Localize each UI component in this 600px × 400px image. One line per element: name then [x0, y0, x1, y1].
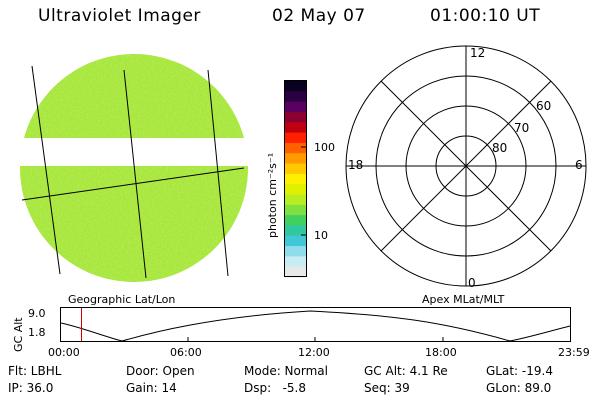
info-dsp: Dsp: -5.8	[244, 381, 307, 395]
colorbar	[284, 80, 307, 278]
altitude-xtick-0000: 00:00	[48, 346, 80, 359]
colorbar-cell	[285, 122, 306, 134]
header-time: 01:00:10 UT	[430, 6, 541, 26]
app-title: Ultraviolet Imager	[38, 6, 201, 26]
colorbar-cell	[285, 142, 306, 154]
info-gain: Gain: 14	[126, 381, 177, 395]
polar-diagonal-2	[380, 80, 552, 252]
colorbar-tick-10: 10	[314, 229, 328, 242]
info-door: Door: Open	[126, 364, 195, 378]
info-geo-latitude: GLat: -19.4	[486, 364, 553, 378]
mlt-label-bottom: 0	[468, 276, 476, 288]
colorbar-cell	[285, 163, 306, 175]
info-sequence: Seq: 39	[364, 381, 410, 395]
geographic-label: Geographic Lat/Lon	[68, 293, 176, 306]
lat-label-60: 60	[536, 99, 551, 113]
altitude-xtick-1800: 18:00	[425, 346, 457, 359]
mlt-label-right: 6	[575, 158, 583, 172]
altitude-xtick-2359: 23:59	[558, 346, 590, 359]
colorbar-cell	[285, 91, 306, 103]
colorbar-cell	[285, 225, 306, 237]
colorbar-cell	[285, 173, 306, 185]
altitude-xtick-0600: 06:00	[170, 346, 202, 359]
header-date: 02 May 07	[272, 6, 366, 26]
colorbar-cell	[285, 132, 306, 144]
altitude-plot-frame	[60, 307, 571, 342]
colorbar-cell	[285, 153, 306, 165]
lat-label-80: 80	[492, 141, 507, 155]
altitude-xtick-1200: 12:00	[298, 346, 330, 359]
uv-image-geographic	[20, 54, 248, 282]
geographic-grid-lines	[21, 65, 245, 279]
mlt-label-left: 18	[348, 158, 363, 172]
uv-image-lower-segment	[20, 166, 248, 282]
colorbar-cell	[285, 101, 306, 113]
colorbar-cell	[285, 215, 306, 227]
colorbar-cell	[285, 256, 306, 268]
colorbar-cell	[285, 184, 306, 196]
apex-label: Apex MLat/MLT	[422, 293, 505, 306]
colorbar-cell	[285, 266, 306, 278]
polar-mlt-plot: 12 18 6 0 60 70 80	[345, 45, 587, 288]
lat-label-70: 70	[514, 121, 529, 135]
altitude-ytick-low: 1.8	[28, 326, 46, 339]
colorbar-cell	[285, 111, 306, 123]
altitude-plot	[60, 307, 571, 342]
altitude-curve	[60, 310, 571, 342]
colorbar-cell	[285, 81, 306, 92]
colorbar-cell	[285, 204, 306, 216]
colorbar-cell	[285, 194, 306, 206]
colorbar-tick-100: 100	[314, 141, 335, 154]
info-mode: Mode: Normal	[244, 364, 328, 378]
colorbar-cell	[285, 235, 306, 247]
info-geo-longitude: GLon: 89.0	[486, 381, 552, 395]
info-ip: IP: 36.0	[8, 381, 54, 395]
info-gc-altitude: GC Alt: 4.1 Re	[364, 364, 448, 378]
uv-image-upper-segment	[24, 54, 244, 138]
mlt-label-top: 12	[470, 46, 485, 60]
colorbar-unit-label: photon cm⁻²s⁻¹	[266, 152, 279, 238]
colorbar-cell	[285, 246, 306, 257]
info-filter: Flt: LBHL	[8, 364, 62, 378]
altitude-ytick-high: 9.0	[28, 307, 46, 320]
altitude-ylabel: GC Alt	[12, 317, 25, 352]
